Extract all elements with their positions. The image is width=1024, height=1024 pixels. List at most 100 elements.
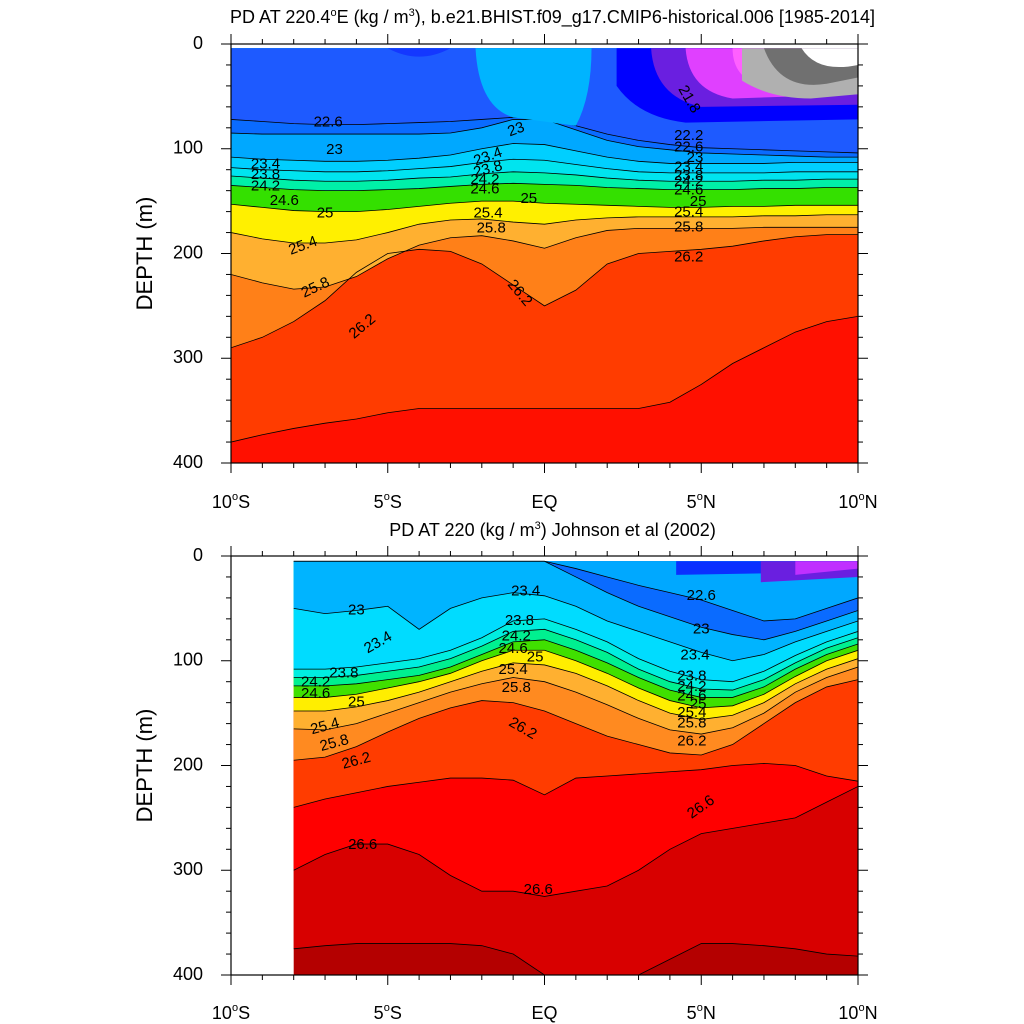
y-tick-label: 300 bbox=[173, 859, 203, 879]
y-tick-label: 100 bbox=[173, 650, 203, 670]
x-axis: 10oS 5oS EQ 5oN 10oN bbox=[212, 546, 878, 1023]
contour-24.2 bbox=[293, 628, 858, 691]
x-tick-label: 5oN bbox=[687, 491, 716, 512]
y-axis-title: DEPTH (m) bbox=[132, 709, 157, 823]
contour-24.6 bbox=[231, 182, 858, 192]
contour-label: 26.2 bbox=[340, 749, 373, 773]
contour-label: 23.4 bbox=[511, 583, 540, 600]
contour-25.8 bbox=[293, 666, 858, 735]
plot-area bbox=[293, 560, 858, 975]
contour-label: 23 bbox=[693, 620, 710, 637]
contour-label: 23 bbox=[687, 149, 704, 166]
contour-23.4 bbox=[293, 592, 858, 662]
contour-26.6 bbox=[293, 763, 858, 808]
contour-label: 25 bbox=[317, 205, 334, 222]
contour-label: 25.4 bbox=[309, 714, 342, 738]
x-axis: 10oS 5oS EQ 5oN 10oN bbox=[212, 34, 878, 512]
contour-label: 23.4 bbox=[674, 159, 703, 176]
contour-label: 24.2 bbox=[677, 678, 706, 695]
contour-label: 24.2 bbox=[301, 674, 330, 691]
contour-26.2 bbox=[293, 679, 858, 761]
y-tick-label: 400 bbox=[173, 964, 203, 984]
contour-label: 23.4 bbox=[680, 646, 709, 663]
contour-label: 23 bbox=[348, 601, 365, 618]
contour-label: 24.6 bbox=[674, 182, 703, 199]
contour-label: 23.8 bbox=[472, 157, 505, 181]
contour-25.8 bbox=[231, 226, 858, 290]
contour-label: 25.4 bbox=[473, 205, 502, 222]
contour-23.4 bbox=[231, 143, 858, 164]
contour-label: 24.2 bbox=[470, 171, 499, 188]
contour-label: 23 bbox=[326, 141, 343, 158]
contour-label: 25.4 bbox=[499, 661, 528, 678]
y-tick-label: 200 bbox=[173, 754, 203, 774]
contour-label: 23.8 bbox=[251, 166, 280, 183]
contour-label: 25 bbox=[527, 649, 544, 666]
contour-label: 24.6 bbox=[270, 192, 299, 209]
contour-25 bbox=[293, 649, 858, 709]
x-tick-label: EQ bbox=[531, 1003, 557, 1023]
chart-title: PD AT 220 (kg / m3) Johnson et al (2002) bbox=[389, 520, 716, 540]
contour-25.4 bbox=[231, 214, 858, 244]
contour-label: 24.2 bbox=[674, 173, 703, 190]
surface-magenta bbox=[795, 561, 858, 575]
contour-23 bbox=[293, 560, 858, 641]
contour-label: 24.6 bbox=[499, 640, 528, 657]
contour-label: 23.8 bbox=[674, 167, 703, 184]
contour-label: 23.4 bbox=[251, 155, 280, 172]
y-tick-label: 200 bbox=[173, 242, 203, 262]
contour-label: 25.8 bbox=[502, 679, 531, 696]
contour-label: 25 bbox=[690, 696, 707, 713]
contour-26.6 bbox=[231, 315, 858, 443]
x-tick-label: 10oN bbox=[838, 1002, 877, 1023]
contour-label: 25.8 bbox=[674, 218, 703, 235]
panel-0: 22.62323.423.824.224.62525.425.826.22323… bbox=[132, 7, 878, 512]
contour-24.2 bbox=[231, 171, 858, 182]
contour-label: 26.2 bbox=[674, 249, 703, 266]
x-tick-label: 5oS bbox=[374, 1002, 402, 1023]
contour-label: 24.2 bbox=[502, 628, 531, 645]
contour-label: 22.6 bbox=[674, 139, 703, 156]
contour-label: 25 bbox=[520, 190, 537, 207]
contour-label: 23 bbox=[505, 119, 526, 141]
contour-label: 25 bbox=[690, 193, 707, 210]
contour-25.4 bbox=[293, 658, 858, 720]
contour-26.2 bbox=[231, 234, 858, 349]
contour-25 bbox=[231, 200, 858, 212]
x-tick-label: EQ bbox=[531, 492, 557, 512]
contour-27 bbox=[293, 786, 858, 897]
contour-label: 25 bbox=[348, 694, 365, 711]
y-tick-label: 0 bbox=[193, 33, 203, 53]
chart-title: PD AT 220.4oE (kg / m3), b.e21.BHIST.f09… bbox=[230, 7, 875, 28]
contour-label: 25.8 bbox=[477, 219, 506, 236]
x-tick-label: 10oS bbox=[212, 1002, 250, 1023]
band-22.6 bbox=[293, 561, 858, 621]
x-tick-label: 10oS bbox=[212, 491, 250, 512]
contour-label: 25.4 bbox=[677, 704, 706, 721]
y-axis-title: DEPTH (m) bbox=[132, 197, 157, 311]
y-tick-label: 100 bbox=[173, 138, 203, 158]
y-tick-label: 0 bbox=[193, 545, 203, 565]
contour-label: 25.8 bbox=[318, 731, 351, 755]
contour-23.8 bbox=[231, 158, 858, 174]
contour-label: 23.8 bbox=[677, 667, 706, 684]
y-axis: 0 100 200 300 400 bbox=[173, 33, 868, 472]
contour-label: 24.6 bbox=[301, 685, 330, 702]
contour-label: 22.2 bbox=[674, 127, 703, 144]
contour-label: 23.8 bbox=[505, 612, 534, 629]
contour-label: 26.2 bbox=[677, 732, 706, 749]
contour-label: 26.6 bbox=[524, 881, 553, 898]
contour-label: 24.2 bbox=[251, 177, 280, 194]
x-tick-label: 5oN bbox=[687, 1002, 716, 1023]
y-axis: 0 100 200 300 400 bbox=[173, 545, 868, 984]
contour-label: 25.8 bbox=[677, 715, 706, 732]
x-tick-label: 10oN bbox=[838, 491, 877, 512]
contour-label: 23.8 bbox=[329, 664, 358, 681]
contour-label: 24.6 bbox=[470, 181, 499, 198]
contour-label: 22.6 bbox=[314, 114, 343, 131]
contour-24.6 bbox=[293, 639, 858, 698]
contour-label: 22.6 bbox=[687, 587, 716, 604]
contour-23.8 bbox=[293, 618, 858, 683]
